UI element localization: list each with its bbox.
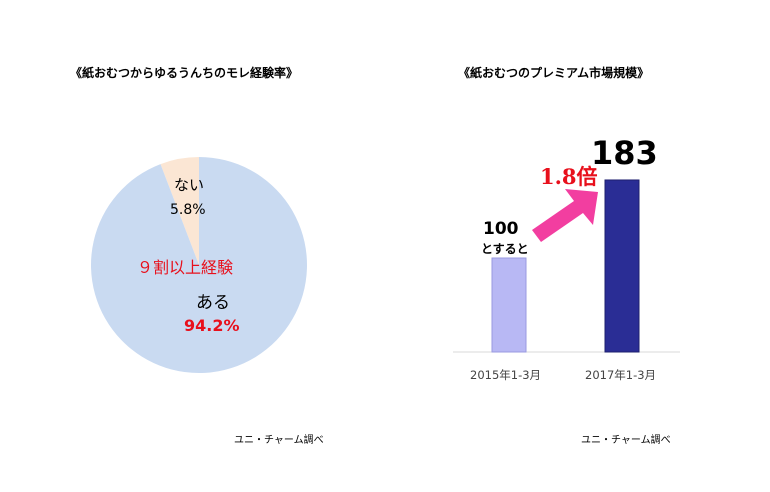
left-chart-title: 《紙おむつからゆるうんちのモレ経験率》 bbox=[70, 66, 299, 80]
pie-value-aru: 94.2% bbox=[184, 316, 240, 335]
base-note: とすると bbox=[481, 242, 529, 256]
pie-slice-aru bbox=[90, 157, 307, 373]
bar-2015 bbox=[491, 257, 527, 353]
x-tick-2015: 2015年1-3月 bbox=[470, 368, 542, 382]
pie-center-annotation: ９割以上経験 bbox=[137, 258, 234, 277]
pie-slice-nai bbox=[160, 157, 199, 265]
left-source-note: ユニ・チャーム調べ bbox=[234, 435, 324, 446]
right-source-note: ユニ・チャーム調べ bbox=[581, 435, 671, 446]
pie-value-nai: 5.8% bbox=[170, 202, 206, 218]
growth-arrow-icon bbox=[532, 189, 598, 242]
bar-value-label-2015: 100 bbox=[483, 219, 519, 239]
bar-2017 bbox=[604, 179, 640, 353]
growth-label: 1.8倍 bbox=[540, 164, 598, 189]
x-tick-2017: 2017年1-3月 bbox=[585, 368, 657, 382]
bar-value-label-2017: 183 bbox=[591, 134, 658, 172]
pie-label-aru: ある bbox=[196, 293, 230, 313]
right-chart-title: 《紙おむつのプレミアム市場規模》 bbox=[458, 66, 650, 80]
pie-label-nai: ない bbox=[174, 176, 205, 194]
